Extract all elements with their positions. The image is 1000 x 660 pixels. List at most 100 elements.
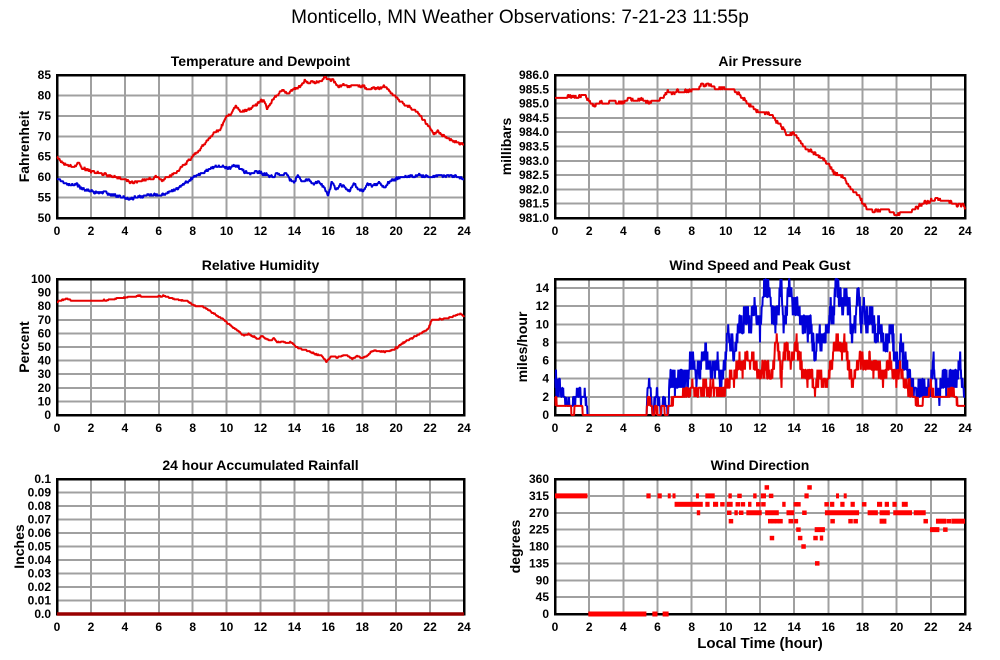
x-tick-label: 24 [457,421,471,435]
x-tick-label: 2 [586,421,593,435]
y-tick-label: 0 [44,408,51,422]
chart-title: Air Pressure [718,53,801,69]
x-tick-label: 2 [586,224,593,238]
y-tick-label: 100 [31,272,51,286]
y-tick-label: 8 [542,335,549,349]
y-tick-label: 20 [38,381,52,395]
y-tick-label: 270 [529,506,549,520]
x-tick-label: 22 [924,224,938,238]
y-tick-label: 986.0 [519,68,549,82]
x-tick-label: 18 [856,620,870,634]
x-tick-label: 10 [220,224,234,238]
x-tick-label: 14 [787,421,801,435]
y-tick-label: 984.0 [519,125,549,139]
x-tick-label: 0 [552,224,559,238]
x-tick-label: 14 [288,620,302,634]
y-tick-label: 30 [38,367,52,381]
x-tick-label: 20 [389,620,403,634]
y-tick-label: 0.06 [28,526,52,540]
y-tick-label: 60 [38,326,52,340]
y-axis-unit: millibars [498,118,514,176]
y-tick-label: 0.1 [34,472,51,486]
x-tick-label: 4 [620,224,627,238]
y-tick-label: 983.0 [519,154,549,168]
x-tick-label: 20 [389,421,403,435]
y-tick-label: 0.0 [34,607,51,621]
gridlines [56,278,465,416]
chart-title: Relative Humidity [202,257,320,273]
y-tick-label: 90 [536,573,550,587]
gridlines [554,478,966,615]
x-tick-label: 0 [54,224,61,238]
y-tick-label: 981.5 [519,197,549,211]
x-tick-label: 14 [787,620,801,634]
y-tick-label: 65 [38,150,52,164]
y-tick-label: 40 [38,354,52,368]
x-tick-label: 20 [890,421,904,435]
x-tick-label: 12 [254,620,268,634]
y-tick-label: 0.02 [28,580,52,594]
x-tick-label: 0 [552,620,559,634]
x-tick-label: 6 [155,224,162,238]
x-tick-label: 24 [457,224,471,238]
x-tick-label: 10 [719,620,733,634]
x-tick-label: 16 [322,224,336,238]
x-tick-label: 8 [189,224,196,238]
chart-temperature-and-dewpoint: Temperature and Dewpoint5055606570758085… [16,53,471,238]
y-tick-label: 0.04 [28,553,52,567]
chart-title: 24 hour Accumulated Rainfall [162,457,358,473]
x-tick-label: 16 [822,620,836,634]
y-tick-label: 60 [38,170,52,184]
x-tick-label: 16 [322,620,336,634]
x-tick-label: 4 [121,421,128,435]
y-tick-label: 80 [38,88,52,102]
x-tick-label: 20 [890,224,904,238]
x-tick-label: 10 [719,421,733,435]
x-tick-label: 6 [155,620,162,634]
x-tick-label: 12 [753,224,767,238]
plot-border [553,277,967,417]
x-tick-label: 6 [654,421,661,435]
x-tick-label: 22 [924,620,938,634]
chart-relative-humidity: Relative Humidity01020304050607080901000… [16,257,471,435]
x-tick-label: 2 [88,620,95,634]
plot-border [55,277,466,417]
y-tick-label: 0.01 [28,594,52,608]
y-tick-label: 85 [38,68,52,82]
y-tick-label: 90 [38,286,52,300]
x-tick-label: 14 [288,421,302,435]
x-tick-label: 12 [254,421,268,435]
y-tick-label: 80 [38,299,52,313]
y-tick-label: 0.09 [28,486,52,500]
x-tick-label: 12 [753,421,767,435]
plot-border [553,73,967,220]
humidity-line [57,294,465,363]
x-tick-label: 16 [822,224,836,238]
pressure-line [555,82,966,217]
y-tick-label: 984.5 [519,111,549,125]
y-tick-label: 225 [529,523,549,537]
wind-direction-scatter [555,485,965,617]
x-axis-label: Local Time (hour) [697,635,823,652]
y-tick-label: 10 [536,317,550,331]
axis-labels: 24 hour Accumulated Rainfall 0.00.010.02 0… [11,457,471,634]
x-tick-label: 24 [457,620,471,634]
x-tick-label: 8 [688,421,695,435]
y-axis-unit: Inches [11,524,27,569]
y-tick-label: 982.0 [519,182,549,196]
chart-24-hour-accumulated-rainfall: 24 hour Accumulated Rainfall 0.00.010.02 0… [11,457,471,634]
x-tick-label: 0 [54,620,61,634]
y-tick-label: 75 [38,109,52,123]
x-tick-label: 4 [121,620,128,634]
y-tick-label: 360 [529,472,549,486]
y-tick-label: 10 [38,394,52,408]
y-tick-label: 6 [542,354,549,368]
y-tick-label: 985.0 [519,97,549,111]
x-tick-label: 18 [356,224,370,238]
x-tick-label: 12 [254,224,268,238]
x-tick-label: 4 [620,421,627,435]
y-tick-label: 0.08 [28,499,52,513]
plot-border [553,477,967,616]
